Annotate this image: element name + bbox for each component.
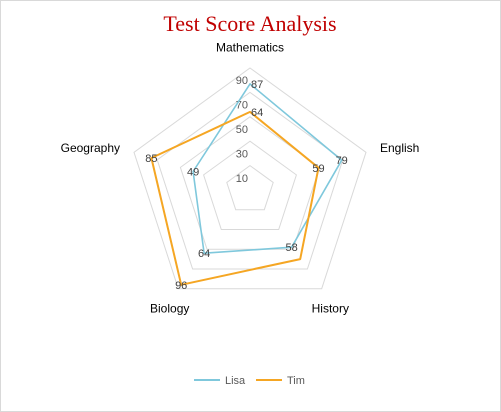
legend-label: Lisa: [225, 375, 246, 387]
category-label: Geography: [61, 141, 120, 155]
legend-label: Tim: [287, 375, 305, 387]
grid-ring: [227, 166, 273, 210]
tick-label: 30: [236, 148, 248, 160]
data-label: 58: [285, 242, 297, 254]
category-label: English: [380, 141, 419, 155]
data-label: 79: [336, 155, 348, 167]
category-label: Biology: [150, 302, 189, 316]
chart-title: Test Score Analysis: [163, 11, 336, 36]
tick-label: 70: [236, 100, 248, 112]
category-label: History: [312, 302, 349, 316]
data-label: 49: [187, 167, 199, 179]
data-label: 85: [145, 153, 157, 165]
data-label: 96: [175, 280, 187, 292]
tick-label: 50: [236, 124, 248, 136]
data-label: 64: [251, 107, 263, 119]
series-line-tim: [151, 112, 318, 285]
grid-ring: [204, 141, 297, 229]
data-label: 64: [198, 248, 210, 260]
legend: Lisa Tim: [194, 375, 305, 387]
tick-label: 10: [236, 173, 248, 185]
data-label: 87: [251, 79, 263, 91]
tick-label: 90: [236, 75, 248, 87]
data-label: 59: [312, 163, 324, 175]
category-label: Mathematics: [216, 40, 284, 54]
